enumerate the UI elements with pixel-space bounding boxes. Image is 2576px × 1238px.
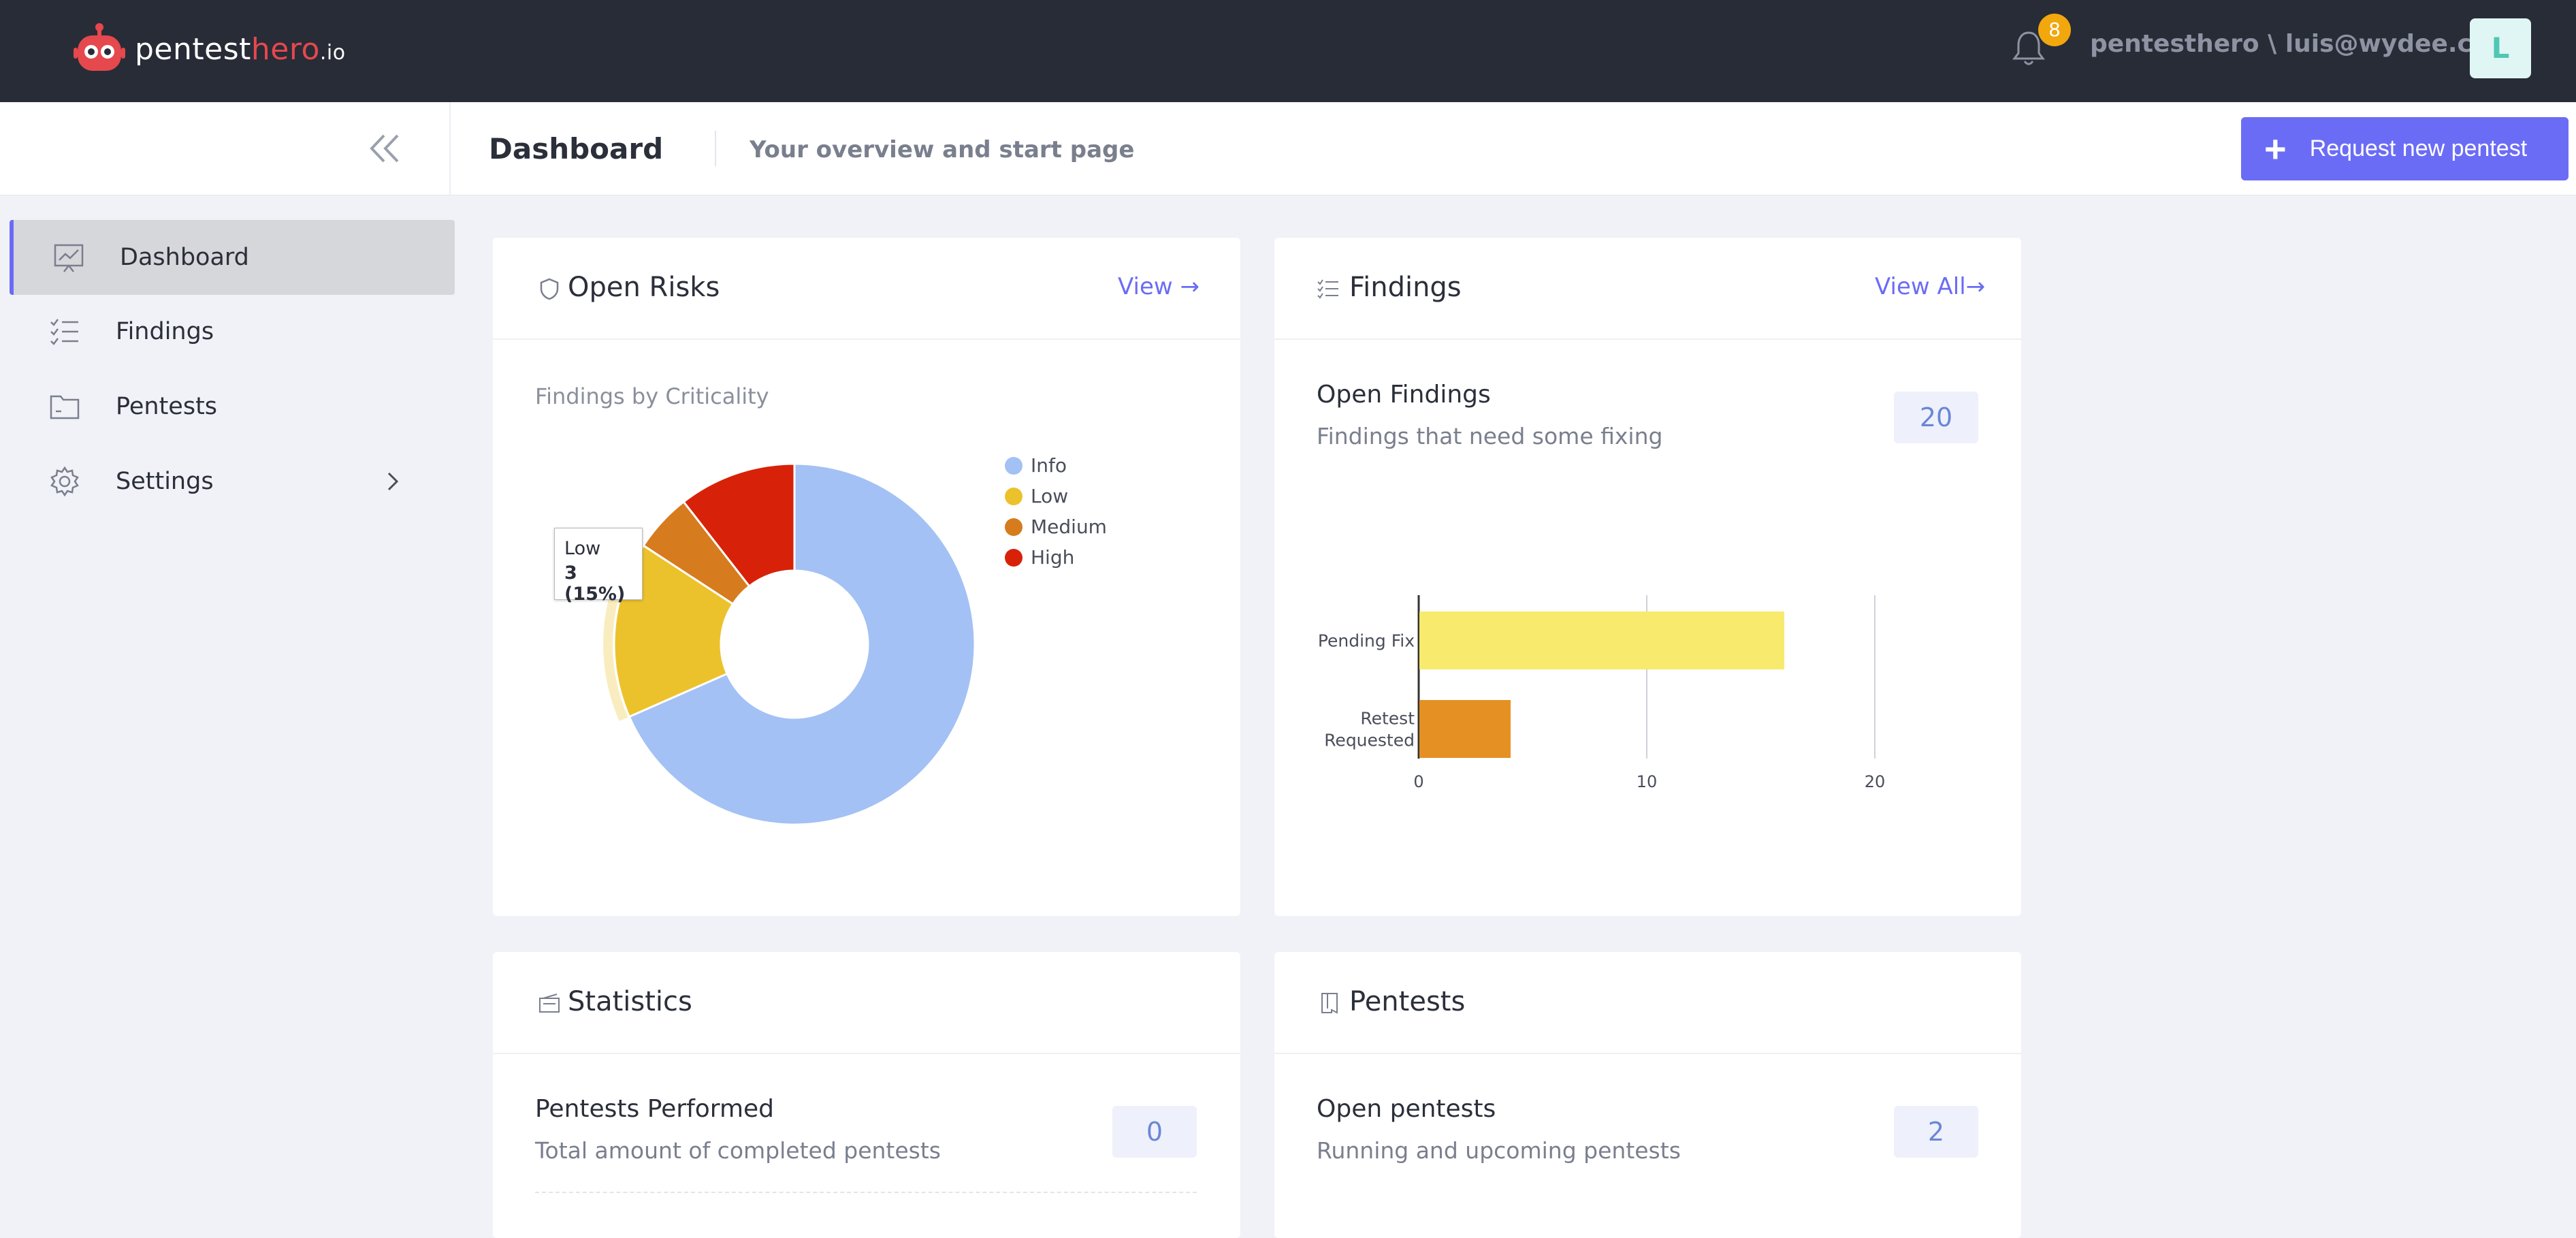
list-icon: [1317, 279, 1338, 299]
divider: [535, 1192, 1197, 1193]
bar-category-label: Pending Fix: [1318, 631, 1415, 651]
legend-label: Low: [1031, 485, 1069, 507]
bar-category-label: Retest: [1360, 709, 1415, 729]
statistics-card: Statistics Pentests Performed Total amou…: [493, 952, 1240, 1238]
sidebar-item-label: Findings: [116, 318, 214, 345]
chart-subtitle: Findings by Criticality: [535, 383, 769, 409]
robot-logo-icon: [74, 23, 125, 71]
bell-icon[interactable]: [2012, 29, 2046, 67]
metric-subtitle: Running and upcoming pentests: [1317, 1137, 1681, 1164]
pentests-performed-count: 0: [1112, 1106, 1197, 1158]
bar-chart-tick-label: 0: [1413, 772, 1423, 791]
header-divider: [449, 102, 451, 195]
bar-pending-fix[interactable]: [1419, 612, 1784, 669]
bar-category-label: Requested: [1324, 731, 1415, 750]
request-button-label: Request new pentest: [2309, 136, 2528, 161]
pentests-card: Pentests Open pentests Running and upcom…: [1274, 952, 2021, 1238]
chart-icon: [54, 244, 84, 272]
title-divider: [715, 131, 716, 166]
open-risks-card: Open Risks View → Findings by Criticalit…: [493, 238, 1240, 916]
view-all-findings-link[interactable]: View All→: [1875, 273, 1986, 300]
legend-swatch: [1005, 518, 1023, 536]
chart-tooltip: Low 3 (15%): [554, 528, 643, 605]
legend-label: High: [1031, 546, 1075, 569]
legend-swatch: [1005, 548, 1023, 567]
metric-title: Pentests Performed: [535, 1095, 775, 1123]
card-header: Statistics: [493, 952, 1240, 1054]
folder-icon: [50, 395, 80, 419]
user-account-label[interactable]: pentesthero \ luis@wydee.com: [2090, 30, 2515, 58]
donut-slice-high[interactable]: [682, 462, 796, 588]
metric-title: Open Findings: [1317, 381, 1491, 409]
legend-item-medium[interactable]: Medium: [1005, 515, 1107, 538]
legend-swatch: [1005, 487, 1023, 505]
metric-subtitle: Findings that need some fixing: [1317, 423, 1663, 449]
sidebar-item-label: Dashboard: [120, 244, 249, 271]
open-pentests-count: 2: [1894, 1106, 1978, 1158]
sidebar-item-pentests[interactable]: Pentests: [10, 369, 451, 444]
sidebar-item-dashboard[interactable]: Dashboard: [10, 220, 455, 295]
bar-retest-requested[interactable]: [1419, 700, 1511, 758]
bar-chart-tick-label: 20: [1865, 772, 1886, 791]
criticality-donut-chart: [603, 462, 976, 826]
metric-title: Open pentests: [1317, 1095, 1496, 1123]
pentest-icon: [1321, 993, 1338, 1014]
collapse-sidebar-icon[interactable]: [368, 133, 402, 164]
legend-item-low[interactable]: Low: [1005, 485, 1068, 507]
tooltip-label: Low: [564, 538, 601, 559]
sidebar-item-findings[interactable]: Findings: [10, 294, 451, 369]
card-title: Statistics: [568, 986, 692, 1017]
findings-bar-chart: 0 10 20 Pending Fix Retest Requested: [1318, 595, 1886, 791]
request-new-pentest-button[interactable]: + Request new pentest: [2241, 117, 2569, 180]
logo[interactable]: pentesthero.io: [74, 15, 346, 83]
legend-item-high[interactable]: High: [1005, 546, 1074, 569]
top-bar: pentesthero.io 8 pentesthero \ luis@wyde…: [0, 0, 2576, 102]
plus-icon: +: [2264, 127, 2287, 170]
logo-text: pentesthero.io: [135, 31, 346, 67]
sidebar-item-label: Settings: [116, 468, 214, 495]
sidebar-item-label: Pentests: [116, 393, 218, 420]
avatar[interactable]: L: [2470, 18, 2531, 78]
page-subtitle: Your overview and start page: [750, 136, 1135, 163]
bar-chart-tick-label: 10: [1637, 772, 1658, 791]
legend-swatch: [1005, 456, 1023, 475]
shield-icon: [540, 278, 559, 300]
card-title: Pentests: [1349, 986, 1466, 1017]
header-bar: Dashboard Your overview and start page +…: [0, 102, 2576, 195]
card-header: Pentests: [1274, 952, 2021, 1054]
legend-label: Info: [1031, 454, 1067, 477]
metric-subtitle: Total amount of completed pentests: [535, 1137, 941, 1164]
list-icon: [50, 319, 78, 345]
card-title: Open Risks: [568, 272, 720, 303]
statistics-icon: [539, 994, 560, 1013]
tooltip-value: 3 (15%): [564, 562, 626, 605]
chevron-right-icon: [387, 472, 399, 491]
card-header: Findings View All→: [1274, 238, 2021, 340]
sidebar-item-settings[interactable]: Settings: [10, 444, 451, 519]
legend-label: Medium: [1031, 515, 1107, 538]
notification-badge: 8: [2038, 14, 2071, 46]
open-findings-count: 20: [1894, 392, 1978, 443]
findings-card: Findings View All→ Open Findings Finding…: [1274, 238, 2021, 916]
card-title: Findings: [1349, 272, 1462, 303]
donut-slice-info[interactable]: [628, 462, 976, 826]
view-risks-link[interactable]: View →: [1118, 273, 1200, 300]
page-title: Dashboard: [489, 132, 664, 165]
gear-icon: [50, 466, 79, 497]
card-header: Open Risks View →: [493, 238, 1240, 340]
legend-item-info[interactable]: Info: [1005, 454, 1067, 477]
